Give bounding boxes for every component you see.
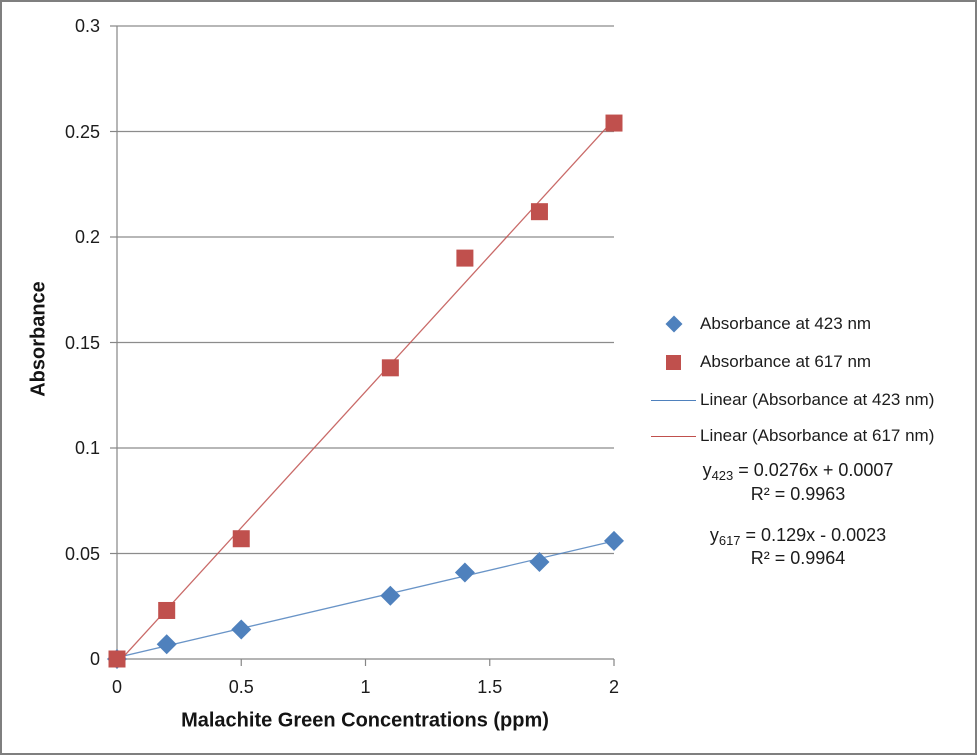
- trendline-sample-icon: [651, 435, 696, 437]
- diamond-marker-icon: [665, 315, 682, 333]
- y-axis-tick-label: 0: [89, 649, 100, 669]
- y-axis-tick-label: 0.1: [74, 438, 100, 458]
- x-axis-tick-label: 0.5: [228, 677, 254, 697]
- trendline-absorbance-at-617-nm: [120, 119, 615, 660]
- data-point-absorbance-at-617-nm: [530, 203, 548, 221]
- x-axis-title: Malachite Green Concentrations (ppm): [181, 709, 549, 732]
- legend-label: Linear (Absorbance at 423 nm): [700, 390, 935, 409]
- data-point-absorbance-at-423-nm: [231, 619, 252, 640]
- x-axis-tick-label: 1.5: [477, 677, 503, 697]
- y-axis-tick-label: 0.3: [74, 16, 100, 36]
- data-point-absorbance-at-423-nm: [156, 634, 177, 655]
- data-point-absorbance-at-423-nm: [604, 530, 624, 551]
- y-axis-tick-label: 0.25: [64, 121, 100, 142]
- data-point-absorbance-at-617-nm: [456, 249, 474, 267]
- legend-label: Linear (Absorbance at 617 nm): [700, 426, 935, 445]
- y-axis-tick-label: 0.15: [64, 332, 100, 353]
- x-axis-tick-label: 0: [111, 677, 122, 697]
- data-point-absorbance-at-617-nm: [108, 650, 126, 668]
- trendline-sample-icon: [651, 399, 696, 401]
- data-point-absorbance-at-423-nm: [454, 562, 475, 583]
- r-squared-617: R² = 0.9964: [750, 548, 846, 568]
- data-point-absorbance-at-423-nm: [529, 551, 550, 572]
- data-point-absorbance-at-617-nm: [381, 359, 399, 377]
- legend-label: Absorbance at 617 nm: [700, 352, 872, 371]
- legend-item-series-423: Absorbance at 423 nm: [650, 313, 871, 335]
- data-point-absorbance-at-617-nm: [158, 601, 176, 619]
- r-squared-423: R² = 0.9963: [750, 484, 846, 504]
- y-axis-title: Absorbance: [27, 281, 50, 397]
- data-point-absorbance-at-617-nm: [232, 530, 250, 548]
- legend-item-linear-617: Linear (Absorbance at 617 nm): [650, 425, 934, 447]
- x-axis-tick-label: 1: [360, 677, 371, 697]
- y-axis-tick-label: 0.05: [64, 543, 100, 564]
- trendline-equation-423: y423 = 0.0276x + 0.0007: [702, 460, 894, 483]
- trendline-equation-617: y617 = 0.129x - 0.0023: [709, 525, 887, 548]
- legend-label: Absorbance at 423 nm: [700, 314, 872, 333]
- legend-item-linear-423: Linear (Absorbance at 423 nm): [650, 389, 934, 411]
- y-axis-tick-label: 0.2: [74, 227, 100, 247]
- data-point-absorbance-at-617-nm: [605, 114, 623, 132]
- x-axis-tick-label: 2: [608, 677, 619, 697]
- legend-item-series-617: Absorbance at 617 nm: [650, 351, 871, 373]
- data-point-absorbance-at-423-nm: [380, 585, 401, 606]
- square-marker-icon: [666, 354, 681, 370]
